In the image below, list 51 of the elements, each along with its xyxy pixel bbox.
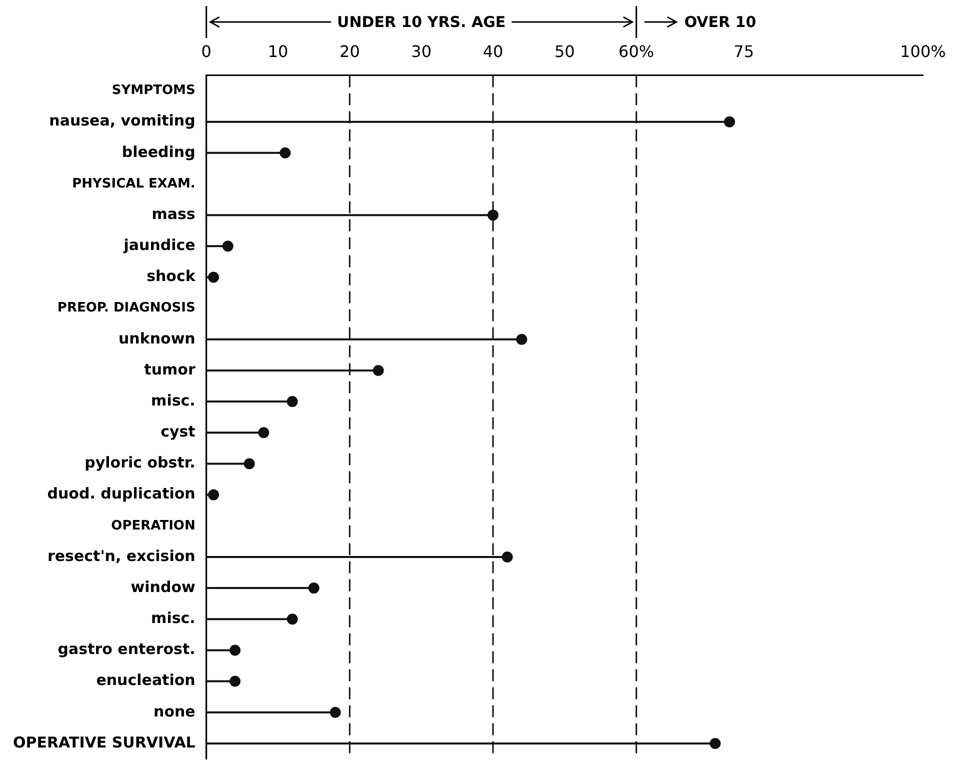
y-tick-label: OPERATION	[111, 518, 196, 534]
y-tick-label: misc.	[151, 609, 196, 628]
y-tick-label: nausea, vomiting	[49, 112, 196, 130]
point	[244, 458, 255, 470]
y-tick-label: none	[154, 702, 196, 720]
y-tick-label: gastro enterost.	[58, 640, 196, 658]
x-tick-label: 60%	[618, 42, 654, 61]
y-tick-label: cyst	[160, 422, 196, 441]
x-tick-label: 40	[482, 42, 504, 61]
y-tick-label: misc.	[151, 391, 196, 410]
y-tick-label: tumor	[144, 360, 196, 378]
point	[286, 614, 298, 625]
point	[280, 147, 291, 158]
x-tick-label: 10	[268, 42, 288, 61]
y-tick-label: bleeding	[122, 142, 196, 161]
y-tick-label: PHYSICAL EXAM.	[72, 176, 196, 192]
y-tick-label: pyloric obstr.	[84, 454, 196, 472]
text: OVER 10	[684, 13, 756, 31]
y-tick-label: resect'n, excision	[47, 546, 196, 565]
point	[208, 272, 220, 283]
x-tick-label: 50	[554, 42, 575, 61]
y-tick-label: SYMPTOMS	[112, 83, 196, 98]
point	[258, 427, 270, 438]
y-tick-label: duod. duplication	[47, 484, 196, 503]
point	[724, 116, 736, 128]
text: UNDER 10 YRS. AGE	[337, 13, 506, 31]
y-tick-label: window	[130, 578, 196, 596]
point	[222, 240, 234, 252]
y-tick-label: mass	[152, 204, 196, 223]
point	[286, 396, 298, 408]
point	[208, 489, 220, 500]
point	[488, 210, 499, 221]
x-tick-label: 20	[340, 42, 360, 61]
x-tick-label: 0	[201, 42, 212, 61]
y-tick-label: OPERATIVE SURVIVAL	[13, 733, 196, 752]
y-tick-label: shock	[146, 267, 196, 286]
point	[308, 582, 320, 594]
x-tick-label: 30	[411, 42, 432, 61]
y-tick-label: enucleation	[96, 671, 196, 690]
point	[372, 364, 384, 376]
y-tick-label: jaundice	[122, 236, 196, 254]
point	[516, 334, 528, 345]
point	[330, 706, 341, 718]
x-tick-label: 100%	[900, 42, 946, 61]
y-tick-label: PREOP. DIAGNOSIS	[57, 300, 196, 316]
point	[710, 738, 721, 749]
point	[230, 676, 241, 687]
point	[230, 644, 241, 656]
point	[502, 551, 513, 562]
x-tick-label: 75	[734, 42, 754, 61]
y-tick-label: unknown	[118, 329, 196, 348]
